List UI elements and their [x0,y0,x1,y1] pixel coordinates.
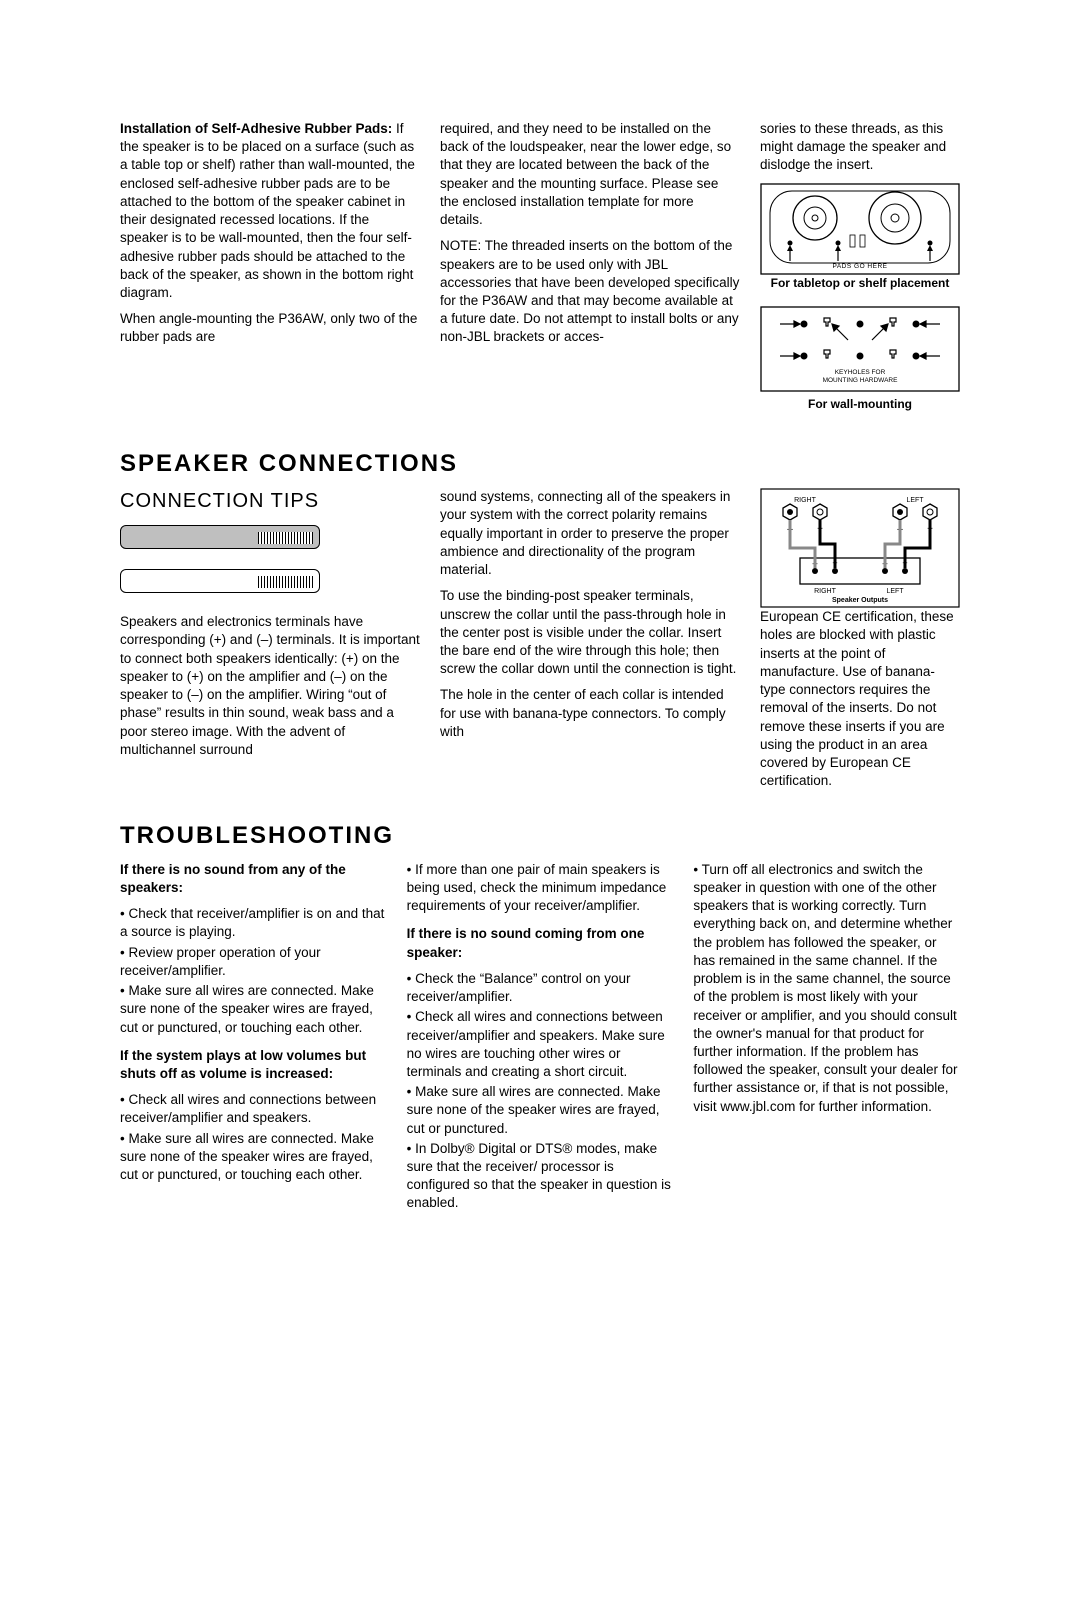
wall-caption: For wall-mounting [760,396,960,412]
connection-tips-head: CONNECTION TIPS [120,488,420,515]
install-p2: required, and they need to be installed … [440,120,740,229]
trouble-list1: Check that receiver/amplifier is on and … [120,905,387,1037]
svg-text:Speaker Outputs: Speaker Outputs [832,597,888,604]
svg-text:RIGHT: RIGHT [814,588,837,595]
wire-strip-diagram [120,525,420,593]
install-p1: Installation of Self-Adhesive Rubber Pad… [120,120,420,302]
trouble-c2a: If more than one pair of main speakers i… [407,861,674,916]
wall-diagram: KEYHOLES FOR MOUNTING HARDWARE [760,306,960,392]
tabletop-pads-text: PADS GO HERE [760,263,960,272]
trouble-b1-1: Review proper operation of your receiver… [120,944,387,980]
trouble-c2a-list: If more than one pair of main speakers i… [407,861,674,916]
install-col3: sories to these threads, as this might d… [760,120,960,426]
trouble-section: If there is no sound from any of the spe… [120,861,960,1223]
speaker-p5: European CE certification, these holes a… [760,608,960,790]
install-col2: required, and they need to be installed … [440,120,740,426]
trouble-b1-0: Check that receiver/amplifier is on and … [120,905,387,941]
speaker-col3: RIGHT LEFT – [760,488,960,798]
trouble-col3: Turn off all electronics and switch the … [693,861,960,1223]
install-p3: NOTE: The threaded inserts on the bottom… [440,237,740,346]
keyhole-text1: KEYHOLES FOR [835,369,886,376]
speaker-p2: sound systems, connecting all of the spe… [440,488,740,579]
speaker-col2: sound systems, connecting all of the spe… [440,488,740,798]
speaker-p3: To use the binding-post speaker terminal… [440,587,740,678]
install-col1: Installation of Self-Adhesive Rubber Pad… [120,120,420,426]
wire-core-a [258,532,313,544]
speaker-section: CONNECTION TIPS Speakers and electronics… [120,488,960,798]
trouble-b3-1: Check all wires and connections between … [407,1008,674,1081]
tabletop-caption: For tabletop or shelf placement [760,275,960,291]
trouble-b2-0: Check all wires and connections between … [120,1091,387,1127]
install-bold: Installation of Self-Adhesive Rubber Pad… [120,121,392,136]
install-p1b: When angle-mounting the P36AW, only two … [120,310,420,346]
trouble-list2: Check all wires and connections between … [120,1091,387,1184]
trouble-h3: If there is no sound coming from one spe… [407,926,645,959]
trouble-b1-2: Make sure all wires are connected. Make … [120,982,387,1037]
speaker-title: SPEAKER CONNECTIONS [120,448,960,480]
wire-strip-b [120,569,320,593]
install-p1-text: If the speaker is to be placed on a surf… [120,121,415,300]
trouble-col1: If there is no sound from any of the spe… [120,861,387,1223]
trouble-h1: If there is no sound from any of the spe… [120,862,346,895]
wire-strip-a [120,525,320,549]
wire-core-b [258,576,313,588]
speaker-p1: Speakers and electronics terminals have … [120,613,420,759]
tabletop-diagram: PADS GO HERE [760,183,960,272]
trouble-b3-2: Make sure all wires are connected. Make … [407,1083,674,1138]
trouble-b2-1: Make sure all wires are connected. Make … [120,1130,387,1185]
trouble-c3a-list: Turn off all electronics and switch the … [693,861,960,1116]
keyhole-text2: MOUNTING HARDWARE [823,377,899,384]
trouble-title: TROUBLESHOOTING [120,820,960,852]
trouble-h2: If the system plays at low volumes but s… [120,1048,366,1081]
svg-text:RIGHT: RIGHT [794,497,817,504]
trouble-col2: If more than one pair of main speakers i… [407,861,674,1223]
speaker-col1: CONNECTION TIPS Speakers and electronics… [120,488,420,798]
installation-section: Installation of Self-Adhesive Rubber Pad… [120,120,960,426]
svg-text:LEFT: LEFT [886,588,904,595]
speaker-p4: The hole in the center of each collar is… [440,686,740,741]
install-p4: sories to these threads, as this might d… [760,120,960,175]
trouble-b3-0: Check the “Balance” control on your rece… [407,970,674,1006]
wiring-diagram: RIGHT LEFT – [760,488,960,608]
trouble-c3a: Turn off all electronics and switch the … [693,861,960,1116]
svg-text:LEFT: LEFT [906,497,924,504]
trouble-b3-3: In Dolby® Digital or DTS® modes, make su… [407,1140,674,1213]
trouble-list3: Check the “Balance” control on your rece… [407,970,674,1213]
